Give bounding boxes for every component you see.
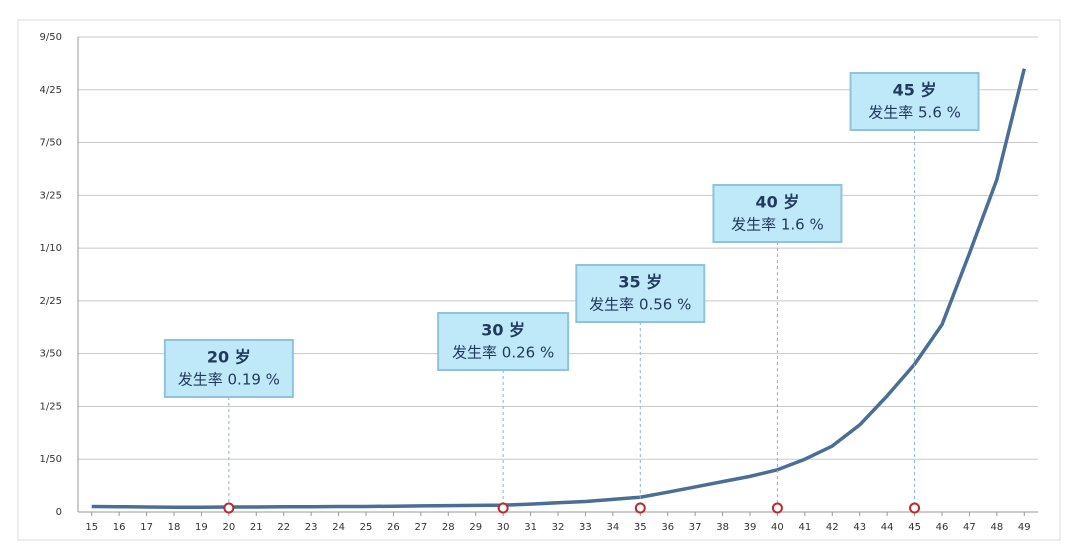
y-tick-label: 3/50 bbox=[40, 349, 62, 360]
annotation-marker bbox=[223, 502, 235, 514]
y-tick-label: 3/25 bbox=[40, 190, 62, 201]
x-tick-label: 42 bbox=[826, 522, 839, 533]
x-tick-label: 32 bbox=[552, 522, 565, 533]
x-tick-label: 18 bbox=[168, 522, 181, 533]
x-tick-label: 19 bbox=[195, 522, 208, 533]
annotation-marker bbox=[771, 502, 783, 514]
annotation-title: 40 岁 bbox=[756, 193, 800, 212]
x-tick-label: 39 bbox=[744, 522, 757, 533]
annotation-box bbox=[712, 184, 843, 243]
x-tick-label: 41 bbox=[798, 522, 811, 533]
annotation-title: 35 岁 bbox=[618, 273, 662, 292]
x-tick-label: 20 bbox=[222, 522, 235, 533]
x-tick-label: 17 bbox=[140, 522, 153, 533]
y-tick-label: 1/10 bbox=[40, 243, 62, 254]
annotation-box bbox=[163, 339, 294, 398]
annotation-marker bbox=[497, 502, 509, 514]
y-tick-label: 2/25 bbox=[40, 296, 62, 307]
x-tick-label: 27 bbox=[414, 522, 427, 533]
x-tick-label: 34 bbox=[606, 522, 619, 533]
x-tick-label: 22 bbox=[277, 522, 290, 533]
x-tick-label: 24 bbox=[332, 522, 345, 533]
x-tick-label: 40 bbox=[771, 522, 784, 533]
x-tick-label: 29 bbox=[469, 522, 482, 533]
y-tick-label: 7/50 bbox=[40, 138, 62, 149]
annotation-title: 30 岁 bbox=[481, 321, 525, 340]
annotation-text: 发生率 0.26 % bbox=[452, 344, 554, 362]
x-tick-label: 45 bbox=[908, 522, 921, 533]
annotation-marker bbox=[634, 502, 646, 514]
x-tick-label: 37 bbox=[689, 522, 702, 533]
annotation-text: 发生率 5.6 % bbox=[868, 104, 961, 122]
x-tick-label: 25 bbox=[360, 522, 373, 533]
x-tick-label: 36 bbox=[661, 522, 674, 533]
x-tick-label: 33 bbox=[579, 522, 592, 533]
x-tick-label: 43 bbox=[853, 522, 866, 533]
annotation-text: 发生率 0.56 % bbox=[589, 296, 691, 314]
annotation-title: 45 岁 bbox=[893, 81, 937, 100]
y-tick-label: 0 bbox=[56, 507, 62, 518]
annotation-box bbox=[575, 264, 706, 323]
data-line bbox=[91, 68, 1026, 509]
annotation-text: 发生率 0.19 % bbox=[178, 371, 280, 389]
x-tick-label: 47 bbox=[963, 522, 976, 533]
x-tick-label: 28 bbox=[442, 522, 455, 533]
x-tick-label: 26 bbox=[387, 522, 400, 533]
x-tick-label: 21 bbox=[250, 522, 263, 533]
y-tick-label: 1/25 bbox=[40, 401, 62, 412]
x-tick-label: 44 bbox=[881, 522, 894, 533]
x-tick-label: 31 bbox=[524, 522, 537, 533]
x-tick-label: 38 bbox=[716, 522, 729, 533]
annotation-text: 发生率 1.6 % bbox=[731, 216, 824, 234]
annotation-box bbox=[437, 312, 570, 371]
y-tick-label: 9/50 bbox=[40, 32, 62, 43]
annotation-title: 20 岁 bbox=[207, 348, 251, 367]
x-tick-label: 23 bbox=[305, 522, 318, 533]
x-tick-label: 49 bbox=[1018, 522, 1031, 533]
x-tick-label: 48 bbox=[990, 522, 1003, 533]
x-tick-label: 46 bbox=[936, 522, 949, 533]
x-tick-label: 30 bbox=[497, 522, 510, 533]
x-tick-label: 35 bbox=[634, 522, 647, 533]
x-tick-label: 16 bbox=[113, 522, 126, 533]
annotation-marker bbox=[909, 502, 921, 514]
y-tick-label: 4/25 bbox=[40, 85, 62, 96]
y-tick-label: 1/50 bbox=[40, 454, 62, 465]
annotation-box bbox=[849, 72, 980, 131]
x-tick-label: 15 bbox=[85, 522, 98, 533]
